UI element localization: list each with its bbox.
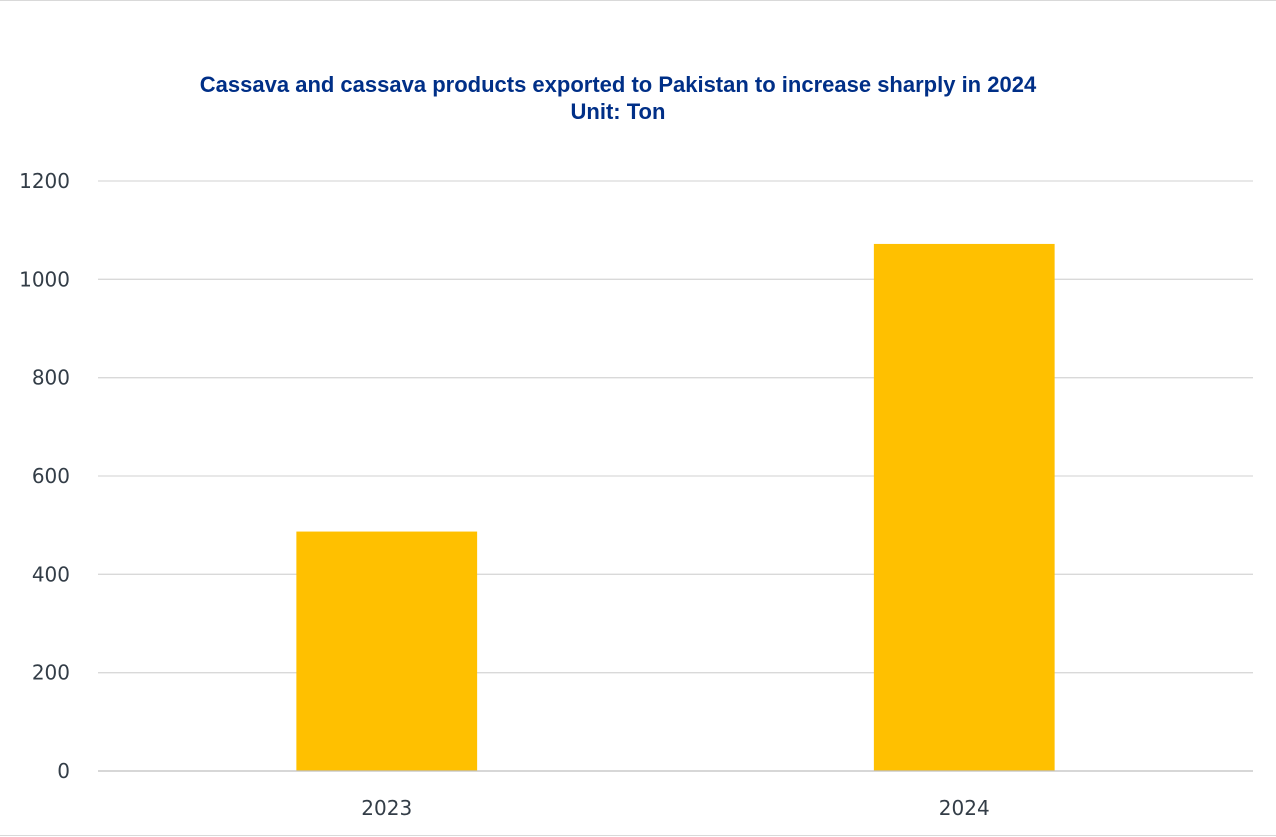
x-tick-label-2024: 2024 <box>939 796 990 820</box>
bars <box>296 243 1055 771</box>
x-tick-label-2023: 2023 <box>361 796 412 820</box>
y-tick-label: 400 <box>32 562 70 586</box>
y-tick-label: 800 <box>32 366 70 390</box>
bar-2023 <box>296 531 478 771</box>
x-tick-labels: 2023 2024 <box>361 796 989 820</box>
chart-title-block: Cassava and cassava products exported to… <box>0 71 1236 125</box>
bar-2024 <box>873 243 1055 771</box>
y-tick-label: 0 <box>57 759 70 783</box>
chart-subtitle: Unit: Ton <box>570 99 666 124</box>
y-tick-label: 1200 <box>19 169 70 193</box>
gridlines <box>98 180 1253 674</box>
y-tick-label: 1000 <box>19 267 70 291</box>
y-tick-label: 200 <box>32 661 70 685</box>
chart-title: Cassava and cassava products exported to… <box>199 72 1037 97</box>
y-tick-labels: 0 200 400 600 800 1000 1200 <box>19 169 70 783</box>
y-tick-label: 600 <box>32 464 70 488</box>
